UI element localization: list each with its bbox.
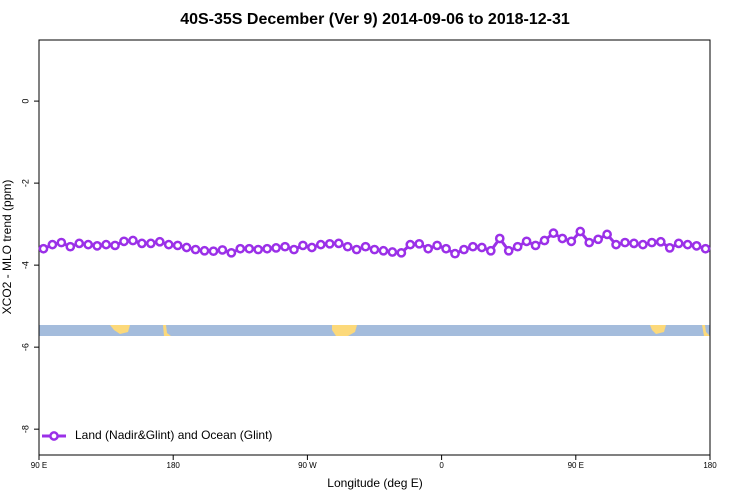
land-ocean-strip: [39, 325, 710, 336]
y-tick-label: 0: [20, 99, 30, 104]
point: [396, 247, 407, 258]
x-tick-label: 180: [167, 461, 181, 470]
point: [38, 243, 49, 254]
point: [262, 243, 272, 254]
y-tick-label: -4: [20, 261, 30, 269]
point: [441, 243, 451, 254]
point: [378, 245, 389, 256]
point: [548, 228, 559, 238]
x-tick-label: 180: [703, 461, 717, 470]
point: [369, 244, 380, 255]
point: [110, 240, 120, 251]
point: [423, 243, 434, 254]
point: [414, 238, 425, 249]
legend-marker: [49, 431, 59, 441]
point: [315, 239, 326, 250]
point: [629, 238, 639, 249]
point: [360, 241, 371, 252]
y-tick-label: -2: [20, 179, 30, 187]
x-tick-label: 90 E: [568, 461, 584, 470]
land: [110, 325, 130, 334]
legend-label: Land (Nadir&Glint) and Ocean (Glint): [75, 428, 272, 442]
point: [575, 226, 586, 237]
point: [145, 238, 156, 249]
y-tick-label: -6: [20, 343, 30, 351]
point: [92, 241, 103, 251]
point: [700, 243, 711, 254]
point: [638, 239, 648, 250]
point: [557, 233, 568, 244]
point: [611, 239, 621, 250]
point: [137, 238, 147, 249]
land: [163, 325, 171, 336]
point: [620, 237, 630, 248]
point: [101, 239, 111, 250]
land: [332, 325, 357, 336]
point: [351, 244, 362, 255]
point: [271, 243, 281, 253]
point: [566, 236, 577, 247]
point: [539, 235, 550, 246]
point: [65, 241, 76, 252]
point: [450, 248, 460, 259]
point: [512, 241, 523, 252]
point: [235, 243, 246, 254]
point: [342, 241, 353, 252]
point: [602, 229, 612, 240]
point: [47, 239, 58, 250]
point: [682, 239, 693, 250]
point: [468, 241, 478, 252]
point: [405, 239, 416, 250]
point: [494, 233, 505, 244]
point: [289, 244, 299, 255]
point: [673, 238, 684, 249]
y-axis-label: XCO2 - MLO trend (ppm): [0, 180, 14, 315]
x-tick-label: 0: [439, 461, 444, 470]
y-tick-label: -8: [20, 425, 30, 433]
point: [226, 247, 237, 258]
point: [664, 243, 675, 253]
point: [521, 236, 532, 247]
point: [646, 237, 657, 248]
x-tick-label: 90 W: [298, 461, 317, 470]
point: [387, 247, 398, 257]
point: [208, 246, 219, 257]
point: [530, 240, 541, 251]
point: [154, 236, 165, 247]
point: [119, 236, 129, 247]
point: [181, 242, 192, 253]
point: [477, 242, 487, 253]
point: [691, 241, 702, 251]
point: [217, 245, 228, 255]
point: [56, 237, 67, 248]
point: [432, 240, 442, 251]
point: [655, 236, 666, 247]
point: [298, 240, 308, 251]
point: [324, 238, 335, 249]
point: [593, 234, 604, 245]
point: [128, 235, 138, 246]
point: [485, 245, 496, 256]
x-axis-label: Longitude (deg E): [327, 476, 422, 490]
ocean-strip: [39, 325, 710, 336]
point: [199, 245, 210, 256]
point: [244, 243, 255, 254]
x-tick-label: 90 E: [31, 461, 47, 470]
point: [172, 240, 183, 251]
point: [333, 238, 344, 249]
point: [253, 244, 264, 255]
point: [163, 239, 174, 250]
chart-title: 40S-35S December (Ver 9) 2014-09-06 to 2…: [180, 11, 570, 28]
land: [702, 325, 710, 336]
point: [503, 245, 514, 256]
point: [584, 237, 595, 248]
point: [83, 239, 94, 250]
point: [190, 244, 201, 255]
land: [650, 325, 666, 334]
point: [74, 238, 85, 249]
point: [280, 241, 290, 252]
point: [307, 242, 317, 253]
point: [459, 244, 469, 255]
